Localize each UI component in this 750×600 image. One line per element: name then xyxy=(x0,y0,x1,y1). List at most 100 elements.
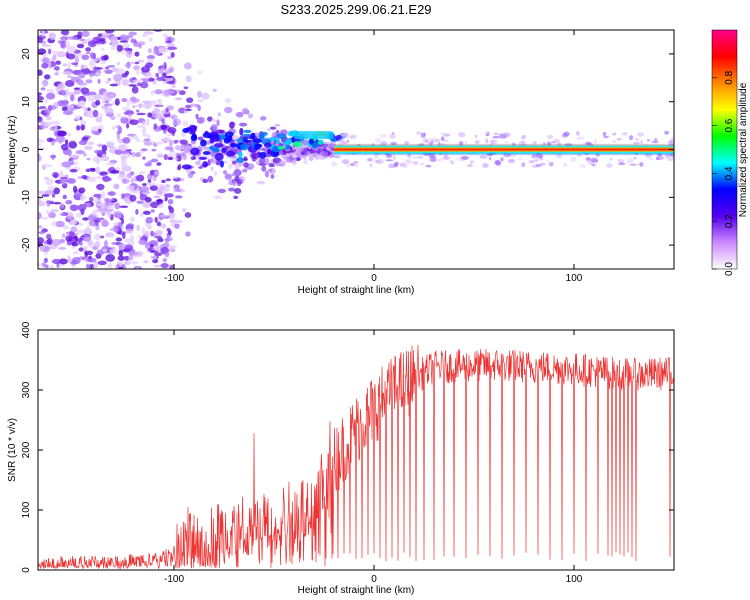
spectrogram-noise-blob xyxy=(149,101,158,106)
spectrogram-noise-blob xyxy=(38,107,43,110)
spectrogram-noise-blob xyxy=(114,149,123,155)
spectrogram-noise-blob xyxy=(160,262,169,269)
spectrogram-noise-blob xyxy=(93,66,97,74)
spectrogram-noise-blob xyxy=(48,48,52,55)
spectrogram-noise-blob xyxy=(42,79,49,87)
spectrogram-noise-blob xyxy=(52,238,62,247)
spectrogram-noise-blob xyxy=(369,163,373,168)
spectrogram-carrier-line xyxy=(334,143,674,156)
spectrogram-noise-blob xyxy=(80,120,87,126)
spectrogram-noise-blob xyxy=(58,247,67,250)
spectrogram-noise-blob xyxy=(489,156,492,161)
spectrogram-noise-blob xyxy=(151,148,157,152)
spectrogram-noise-blob xyxy=(658,156,663,160)
spectrogram-noise-blob xyxy=(140,148,148,152)
spectrogram-noise-blob xyxy=(42,164,53,168)
spectrogram-noise-blob xyxy=(144,230,150,237)
spectrogram-noise-blob xyxy=(62,225,69,230)
spectrogram-noise-blob xyxy=(296,157,301,161)
spectrogram-noise-blob xyxy=(113,73,123,82)
spectrogram-noise-blob xyxy=(111,125,116,130)
spectrogram-noise-blob xyxy=(156,230,162,237)
spectrogram-noise-blob xyxy=(140,213,144,217)
spectrogram-noise-blob xyxy=(306,150,311,156)
spectrogram-noise-blob xyxy=(71,62,79,65)
spectrogram-noise-blob xyxy=(60,212,66,217)
spectrogram-noise-blob xyxy=(533,158,539,162)
spectrogram-noise-blob xyxy=(119,205,129,209)
spectrogram-noise-blob xyxy=(88,60,96,67)
spectrogram-noise-blob xyxy=(68,36,78,40)
spectrogram-signal-blob xyxy=(236,157,245,163)
spectrogram-noise-blob xyxy=(141,100,152,104)
spectrogram-signal-blob xyxy=(181,164,192,170)
spectrogram-noise-blob xyxy=(185,108,192,112)
spectrogram-noise-blob xyxy=(95,100,101,106)
spectrogram-noise-blob xyxy=(182,147,186,152)
figure-title: S233.2025.299.06.21.E29 xyxy=(280,2,431,17)
spectrogram-noise-blob xyxy=(130,135,139,140)
spectrogram-noise-blob xyxy=(120,193,125,200)
spectrogram-noise-blob xyxy=(136,137,140,143)
spectrogram-noise-blob xyxy=(156,198,163,205)
spectrogram-noise-blob xyxy=(71,256,81,265)
spectrogram-noise-blob xyxy=(68,92,77,96)
spectrogram-noise-blob xyxy=(80,124,86,131)
snr-xtick-label: 0 xyxy=(371,574,377,585)
spectrogram-noise-blob xyxy=(373,154,379,160)
spectrogram-noise-blob xyxy=(51,193,56,198)
spectrogram-noise-blob xyxy=(67,255,71,263)
spectrogram-noise-blob xyxy=(323,148,327,152)
spectrogram-noise-blob xyxy=(243,162,249,168)
spectrogram-noise-blob xyxy=(142,156,146,160)
spectrogram-noise-blob xyxy=(366,158,373,162)
spectrogram-noise-blob xyxy=(101,98,106,105)
spectrogram-noise-blob xyxy=(108,141,115,147)
spectrogram-noise-blob xyxy=(163,75,173,79)
spectrogram-noise-blob xyxy=(429,157,437,163)
spectrogram-noise-blob xyxy=(143,138,151,142)
spectrogram-signal-blob xyxy=(200,139,207,147)
spectrogram-noise-blob xyxy=(128,84,137,87)
spectrogram-noise-blob xyxy=(161,179,166,184)
spectrogram-noise-blob xyxy=(120,159,128,166)
spectrogram-noise-blob xyxy=(107,262,113,269)
spectrogram-noise-blob xyxy=(87,40,97,48)
spectrogram-noise-blob xyxy=(82,234,92,242)
spectrogram-noise-blob xyxy=(467,164,473,167)
spectrogram-noise-blob xyxy=(634,137,640,141)
spectrogram-noise-blob xyxy=(75,150,85,155)
spectrogram-noise-blob xyxy=(224,98,232,103)
spectrogram-noise-blob xyxy=(138,239,146,245)
snr-ylabel: SNR (10 * v/v) xyxy=(7,418,18,482)
spectrogram-noise-blob xyxy=(38,153,41,161)
spectrogram-noise-blob xyxy=(71,242,79,247)
spectrogram-noise-blob xyxy=(375,138,382,143)
spectrogram-noise-blob xyxy=(646,139,651,142)
spectrogram-noise-blob xyxy=(50,209,60,213)
spectrogram-noise-blob xyxy=(38,190,47,195)
spectrogram-noise-blob xyxy=(164,68,172,75)
spectrogram-noise-blob xyxy=(147,222,152,229)
spectrogram-noise-blob xyxy=(76,43,85,49)
spectrogram-noise-blob xyxy=(63,99,68,107)
spectrogram-noise-blob xyxy=(533,141,537,144)
spectrogram-noise-blob xyxy=(62,63,68,67)
spectrogram-noise-blob xyxy=(65,80,75,87)
spectrogram-noise-blob xyxy=(51,120,61,126)
spectrogram-noise-blob xyxy=(126,172,133,179)
spectrogram-noise-blob xyxy=(215,129,224,134)
spectrogram-noise-blob xyxy=(97,143,104,148)
spectrogram-noise-blob xyxy=(261,165,267,172)
spectrogram-noise-blob xyxy=(433,138,440,144)
spectrogram-noise-blob xyxy=(41,262,47,268)
spectrogram-noise-blob xyxy=(521,134,526,140)
spectrogram-noise-blob xyxy=(153,264,162,268)
spectrogram-noise-blob xyxy=(484,132,490,135)
spectrogram-noise-blob xyxy=(135,208,139,215)
spectrogram-noise-blob xyxy=(68,141,78,149)
spectrogram-noise-blob xyxy=(131,86,139,94)
spectrogram-noise-blob xyxy=(118,266,124,269)
spectrogram-noise-blob xyxy=(174,195,183,199)
spectrogram-noise-blob xyxy=(162,72,167,77)
